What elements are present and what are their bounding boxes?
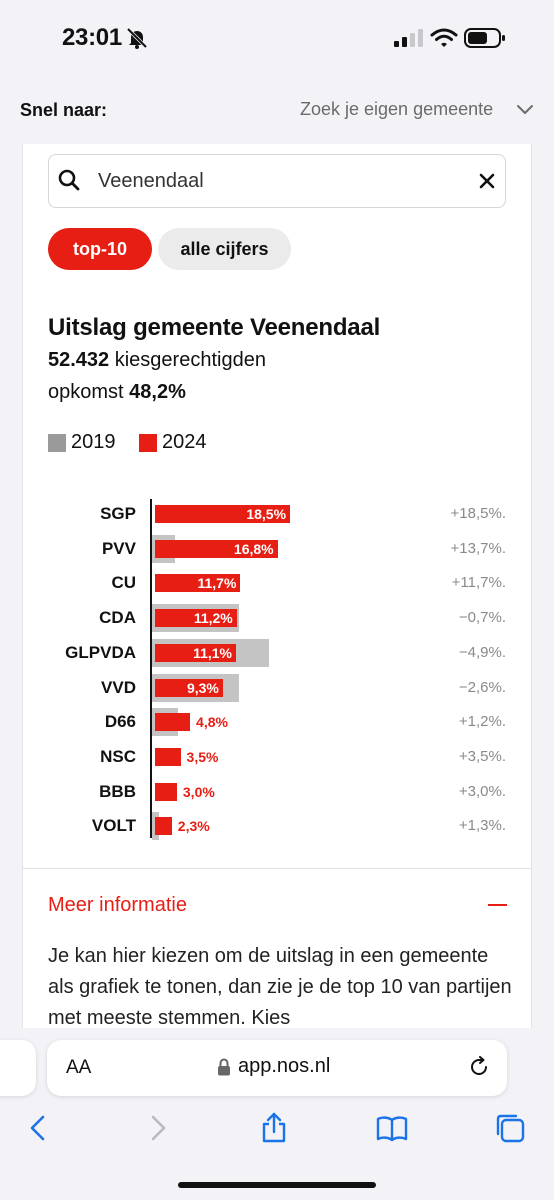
turnout-value: 48,2% (129, 381, 186, 403)
bar-2024 (155, 747, 181, 766)
value-label: 18,5% (246, 506, 287, 522)
reload-icon[interactable] (468, 1056, 490, 1078)
quick-nav-label: Snel naar: (20, 100, 108, 120)
wifi-icon (430, 28, 458, 47)
bar-2024 (155, 539, 278, 558)
chart-axis (150, 499, 152, 838)
results-card (22, 144, 532, 1034)
party-label: CU (111, 573, 136, 593)
change-label: +1,2%. (458, 713, 506, 731)
change-label: −4,9%. (458, 643, 506, 661)
bell-slash-icon (126, 27, 148, 49)
value-label: 11,2% (193, 610, 233, 627)
party-label: PVV (101, 538, 136, 558)
change-label: −2,6%. (458, 678, 506, 696)
bar-2024 (155, 817, 172, 836)
value-label: 3,5% (186, 748, 219, 765)
result-title: Uitslag gemeente Veenendaal (48, 314, 381, 341)
home-indicator (178, 1182, 376, 1188)
turnout-label: opkomst (48, 381, 130, 403)
change-label: +11,7%. (451, 574, 506, 592)
bar-2024 (155, 782, 177, 801)
lock-icon (218, 1058, 230, 1076)
forward-icon[interactable] (142, 1112, 174, 1144)
legend-label-2019: 2019 (71, 431, 116, 453)
more-info-title[interactable]: Meer informatie (48, 894, 187, 916)
quick-nav-bar (0, 78, 554, 144)
address-bar[interactable] (47, 1040, 507, 1096)
turnout-line: opkomst 48,2% (48, 381, 186, 404)
reader-settings-button[interactable]: AA (66, 1057, 91, 1079)
change-label: +1,3%. (458, 817, 506, 835)
change-label: +13,7%. (450, 539, 506, 557)
change-label: −0,7%. (458, 609, 506, 627)
search-input[interactable] (98, 167, 458, 195)
party-label: GLPVDA (65, 642, 136, 662)
status-time: 23:01 (62, 24, 122, 51)
search-icon (58, 169, 80, 191)
previous-tab-bar[interactable] (0, 1040, 36, 1096)
tabs-icon[interactable] (494, 1112, 526, 1144)
value-label: 3,0% (182, 783, 215, 800)
voters-number: 52.432 (48, 349, 110, 371)
close-icon[interactable] (478, 172, 496, 190)
value-label: 4,8% (196, 714, 228, 731)
collapse-icon[interactable] (488, 904, 507, 906)
value-label: 2,3% (177, 818, 210, 835)
legend-label-2024: 2024 (162, 431, 207, 453)
voters-label: kiesgerechtigden (109, 349, 266, 371)
change-label: +3,0%. (458, 782, 506, 800)
bar-2024 (155, 678, 223, 697)
info-text: Je kan hier kiezen om de uitslag in een … (48, 945, 512, 1029)
share-icon[interactable] (258, 1112, 290, 1144)
party-label: CDA (99, 608, 136, 628)
party-label: BBB (99, 781, 136, 801)
tab-top-10[interactable]: top-10 (48, 228, 152, 270)
voters-line: 52.432 kiesgerechtigden (48, 349, 266, 372)
back-icon[interactable] (22, 1112, 54, 1144)
party-label: NSC (100, 746, 136, 766)
bookmarks-icon[interactable] (376, 1112, 408, 1144)
party-label: SGP (100, 504, 136, 523)
url-text[interactable]: app.nos.nl (238, 1055, 331, 1077)
chevron-down-icon[interactable] (516, 102, 534, 116)
bar-2024 (155, 643, 237, 662)
signal-icon (394, 29, 423, 47)
divider (22, 868, 532, 869)
value-label: 11,7% (197, 575, 237, 592)
value-label: 9,3% (186, 679, 219, 696)
party-label: VVD (101, 677, 136, 697)
battery-icon (464, 28, 505, 48)
value-label: 16,8% (233, 540, 274, 557)
bar-2024 (155, 574, 241, 593)
aa-label: AA (66, 1057, 92, 1078)
legend-swatch-2024 (139, 434, 157, 452)
party-label: VOLT (91, 816, 136, 836)
change-label: +18,5%. (450, 505, 506, 522)
change-label: +3,5%. (458, 747, 506, 765)
bar-2024 (155, 713, 191, 732)
value-label: 11,1% (193, 644, 233, 661)
bar-2024 (155, 505, 291, 523)
tab-alle-cijfers[interactable]: alle cijfers (158, 228, 291, 270)
bar-2024 (155, 609, 237, 628)
party-label: D66 (104, 712, 136, 732)
legend-swatch-2019 (48, 434, 66, 452)
status-bar (0, 0, 554, 78)
municipality-select[interactable]: Zoek je eigen gemeente (300, 99, 494, 119)
